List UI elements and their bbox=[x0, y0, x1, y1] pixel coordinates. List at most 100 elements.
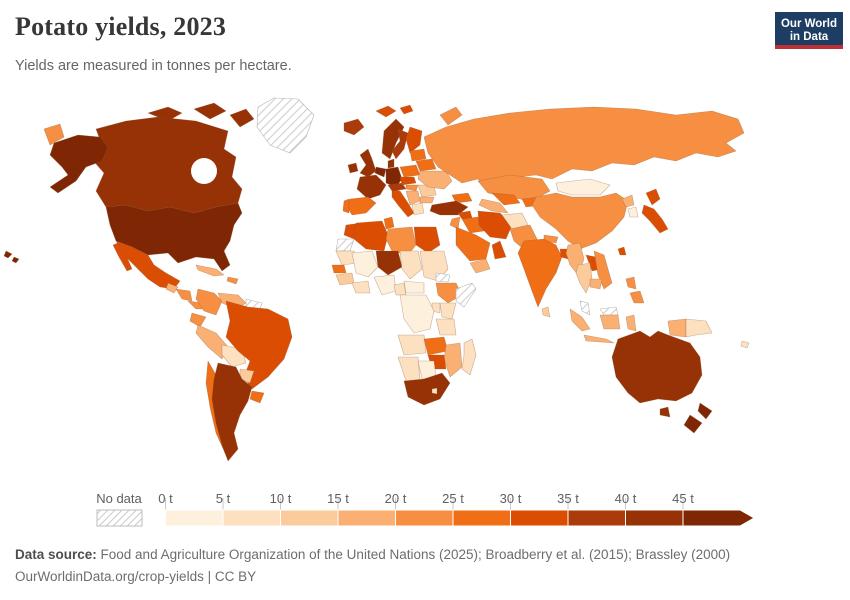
country-nigeria[interactable] bbox=[373, 274, 397, 296]
country-ireland[interactable] bbox=[347, 162, 359, 174]
country-cameroon[interactable] bbox=[393, 282, 407, 296]
country-brazil[interactable] bbox=[225, 300, 293, 390]
country-philippines-luzon[interactable] bbox=[625, 276, 637, 290]
country-indonesia-sumatra[interactable] bbox=[569, 308, 591, 332]
country-czechia[interactable] bbox=[399, 176, 417, 186]
country-canada[interactable] bbox=[89, 116, 243, 214]
country-australia[interactable] bbox=[611, 330, 703, 404]
country-ghana[interactable] bbox=[351, 280, 371, 294]
legend-bin-4[interactable] bbox=[395, 509, 454, 527]
country-russia[interactable] bbox=[423, 106, 745, 188]
country-dr-congo[interactable] bbox=[399, 294, 435, 334]
country-malaysia-borneo[interactable] bbox=[599, 306, 619, 316]
country-guinea[interactable] bbox=[335, 272, 355, 286]
country-spain[interactable] bbox=[345, 196, 377, 216]
country-south-africa[interactable] bbox=[403, 372, 451, 406]
country-denmark[interactable] bbox=[387, 158, 395, 169]
country-canada-island-3[interactable] bbox=[229, 108, 255, 128]
legend-bin-8[interactable] bbox=[625, 509, 684, 527]
country-kenya[interactable] bbox=[439, 302, 457, 320]
country-lithuania[interactable] bbox=[409, 148, 427, 162]
country-namibia[interactable] bbox=[397, 356, 421, 382]
country-uruguay[interactable] bbox=[249, 390, 265, 404]
country-mexico[interactable] bbox=[115, 240, 181, 290]
country-japan-hokkaido[interactable] bbox=[645, 188, 661, 206]
country-turkmenistan[interactable] bbox=[478, 198, 509, 214]
country-russia-wrap[interactable] bbox=[43, 123, 65, 146]
legend-bin-5[interactable] bbox=[452, 509, 511, 527]
country-malaysia-peninsula[interactable] bbox=[579, 300, 591, 316]
country-china[interactable] bbox=[531, 192, 629, 250]
country-north-korea[interactable] bbox=[621, 194, 635, 208]
country-japan[interactable] bbox=[641, 204, 669, 234]
country-hungary[interactable] bbox=[405, 184, 419, 192]
country-iran[interactable] bbox=[477, 210, 513, 240]
country-mexico-baja[interactable] bbox=[112, 242, 133, 272]
country-taiwan[interactable] bbox=[617, 246, 627, 256]
country-united-states-hawaii-1[interactable] bbox=[3, 250, 13, 259]
country-mongolia[interactable] bbox=[555, 178, 611, 196]
country-vietnam[interactable] bbox=[593, 250, 613, 290]
country-chad[interactable] bbox=[399, 250, 423, 280]
country-turkey[interactable] bbox=[429, 200, 469, 216]
country-indonesia-sulawesi[interactable] bbox=[625, 314, 637, 332]
country-lesotho[interactable] bbox=[431, 387, 438, 395]
country-australia-tasmania[interactable] bbox=[659, 406, 671, 418]
country-niger[interactable] bbox=[375, 250, 403, 276]
country-united-states-hawaii-2[interactable] bbox=[11, 256, 20, 264]
country-new-zealand-south[interactable] bbox=[683, 414, 703, 434]
legend-bin-6[interactable] bbox=[510, 509, 569, 527]
country-senegal[interactable] bbox=[331, 264, 347, 274]
country-south-korea[interactable] bbox=[627, 206, 639, 218]
country-svalbard-2[interactable] bbox=[399, 104, 414, 115]
country-yemen[interactable] bbox=[469, 258, 491, 274]
country-egypt[interactable] bbox=[413, 226, 441, 254]
country-netherlands[interactable] bbox=[374, 166, 387, 178]
country-colombia[interactable] bbox=[195, 288, 223, 316]
country-france[interactable] bbox=[356, 174, 387, 200]
legend-bin-0[interactable] bbox=[165, 509, 224, 527]
legend-bin-2[interactable] bbox=[280, 509, 339, 527]
country-angola[interactable] bbox=[397, 334, 427, 356]
country-united-states-alaska[interactable] bbox=[49, 134, 109, 194]
country-somalia[interactable] bbox=[455, 282, 477, 308]
legend-bin-3[interactable] bbox=[337, 509, 396, 527]
country-tanzania[interactable] bbox=[435, 318, 457, 336]
country-belarus[interactable] bbox=[415, 158, 437, 172]
country-germany[interactable] bbox=[385, 166, 403, 188]
country-indonesia-papua[interactable] bbox=[667, 318, 687, 338]
country-western-sahara[interactable] bbox=[335, 238, 355, 252]
country-ethiopia[interactable] bbox=[435, 282, 463, 304]
country-afghanistan[interactable] bbox=[501, 212, 529, 230]
country-peru[interactable] bbox=[195, 324, 229, 360]
country-russia-novaya-zemlya[interactable] bbox=[439, 106, 463, 126]
country-cuba[interactable] bbox=[195, 264, 225, 277]
country-mozambique[interactable] bbox=[443, 342, 463, 378]
country-norway[interactable] bbox=[381, 118, 405, 160]
country-zambia[interactable] bbox=[423, 336, 449, 356]
country-portugal[interactable] bbox=[342, 198, 350, 214]
country-guatemala[interactable] bbox=[165, 282, 179, 294]
legend-bin-7[interactable] bbox=[567, 509, 626, 527]
country-thailand[interactable] bbox=[575, 262, 593, 294]
country-iceland[interactable] bbox=[343, 118, 365, 136]
country-fiji[interactable] bbox=[740, 340, 750, 349]
country-cambodia[interactable] bbox=[589, 278, 603, 290]
legend-bin-9-arrow[interactable] bbox=[682, 509, 756, 527]
country-nicaragua[interactable] bbox=[175, 288, 193, 302]
country-indonesia-kalimantan[interactable] bbox=[599, 314, 621, 330]
country-new-zealand-north[interactable] bbox=[697, 402, 713, 420]
country-eritrea[interactable] bbox=[435, 272, 451, 283]
country-greece[interactable] bbox=[411, 202, 425, 216]
country-sri-lanka[interactable] bbox=[541, 306, 551, 318]
country-azerbaijan[interactable] bbox=[451, 192, 473, 204]
country-uzbekistan[interactable] bbox=[491, 192, 521, 206]
country-svalbard-1[interactable] bbox=[375, 105, 397, 118]
legend-no-data-swatch[interactable] bbox=[96, 509, 143, 527]
country-canada-island-1[interactable] bbox=[147, 106, 183, 122]
country-jordan[interactable] bbox=[449, 216, 461, 230]
country-argentina[interactable] bbox=[211, 362, 253, 462]
country-united-kingdom[interactable] bbox=[359, 148, 377, 178]
country-central-african-republic[interactable] bbox=[403, 280, 425, 294]
owid-logo[interactable]: Our World in Data bbox=[775, 12, 843, 49]
